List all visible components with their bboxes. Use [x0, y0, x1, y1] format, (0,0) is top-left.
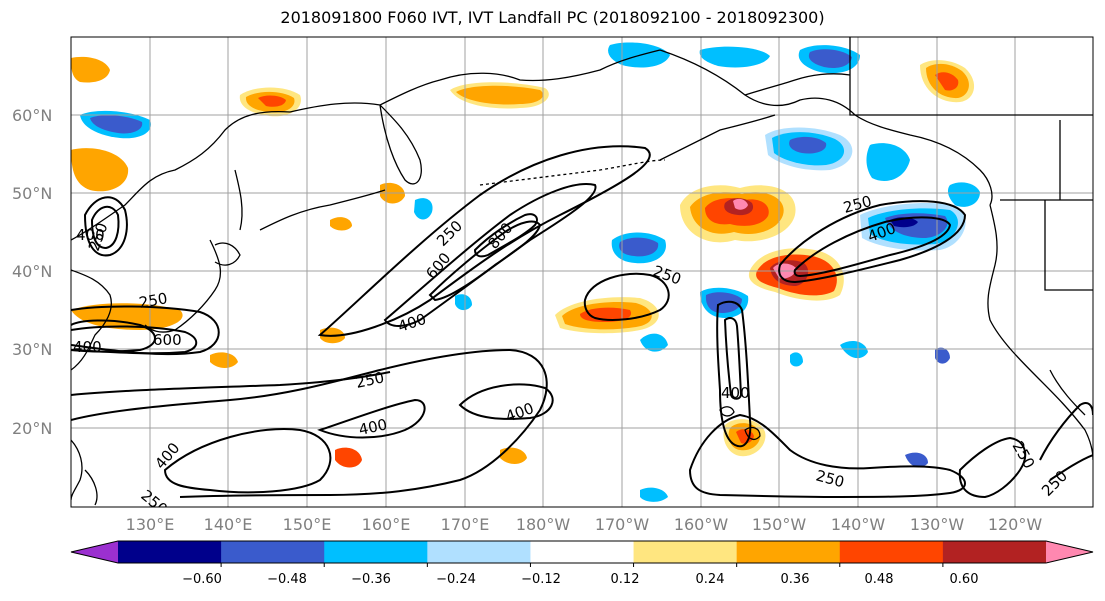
lat-label-20n: 20°N	[12, 419, 52, 438]
contour-label: 250	[354, 368, 386, 392]
contour-label: 400	[76, 226, 105, 244]
colorbar-extend-max	[1046, 541, 1093, 563]
colorbar	[70, 540, 1094, 567]
colorbar-segment	[427, 541, 531, 563]
colorbar-tick-label: −0.48	[267, 572, 307, 587]
lon-label: 140°W	[831, 515, 886, 534]
lon-label: 130°E	[126, 515, 175, 534]
lon-label: 170°E	[441, 515, 490, 534]
lat-label-30n: 30°N	[12, 340, 52, 359]
colorbar-tick-label: 0.60	[950, 572, 979, 587]
latitude-labels: 60°N 50°N 40°N 30°N 20°N	[12, 106, 52, 438]
lon-label: 180°W	[516, 515, 571, 534]
colorbar-segment	[633, 541, 738, 563]
contour-label: 600	[153, 331, 182, 349]
lon-label: 160°E	[362, 515, 411, 534]
colorbar-tick-label: 0.36	[781, 572, 810, 587]
ivt-contours	[71, 145, 1093, 499]
colorbar-tick-label: −0.36	[351, 572, 391, 587]
colorbar-tick-label: −0.60	[182, 572, 222, 587]
longitude-labels: 130°E 140°E 150°E 160°E 170°E 180°W 170°…	[126, 515, 1043, 534]
colorbar-outline	[70, 540, 1094, 564]
map-title: 2018091800 F060 IVT, IVT Landfall PC (20…	[280, 8, 825, 27]
colorbar-tick-label: 0.48	[865, 572, 894, 587]
contour-label: 400	[357, 415, 389, 439]
contour-label: 400	[721, 384, 750, 402]
colorbar-segment	[839, 541, 944, 563]
colorbar-extend-min	[71, 541, 118, 563]
map-frame	[70, 36, 1094, 508]
lat-label-60n: 60°N	[12, 106, 52, 125]
colorbar-segment	[324, 541, 428, 563]
colorbar-labels: −0.60 −0.48 −0.36 −0.24 −0.12 0.12 0.24 …	[182, 572, 978, 587]
lon-label: 130°W	[910, 515, 965, 534]
map-background	[71, 37, 1093, 507]
colorbar-tick-label: 0.12	[611, 572, 640, 587]
lat-label-40n: 40°N	[12, 262, 52, 281]
lon-label: 170°W	[595, 515, 650, 534]
lon-label: 150°W	[752, 515, 807, 534]
colorbar-tick-label: 0.24	[696, 572, 725, 587]
colorbar-tick-label: −0.24	[436, 572, 476, 587]
coastlines	[71, 37, 1093, 506]
colorbar-segment	[221, 541, 325, 563]
colorbar-segment	[736, 541, 841, 563]
lon-label: 120°W	[988, 515, 1043, 534]
contour-label: 250	[138, 289, 169, 312]
contour-label: 400	[73, 338, 102, 356]
lon-label: 150°E	[283, 515, 332, 534]
colorbar-segment	[530, 541, 635, 563]
lat-label-50n: 50°N	[12, 184, 52, 203]
lon-label: 160°W	[674, 515, 729, 534]
colorbar-segment	[118, 541, 222, 563]
pc-shading	[71, 42, 980, 502]
lon-label: 140°E	[204, 515, 253, 534]
colorbar-segment	[942, 541, 1047, 563]
colorbar-tick-label: −0.12	[521, 572, 561, 587]
